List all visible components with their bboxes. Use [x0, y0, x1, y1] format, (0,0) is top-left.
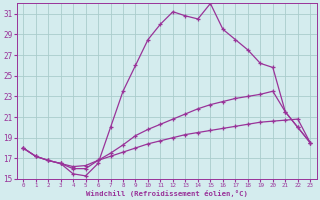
X-axis label: Windchill (Refroidissement éolien,°C): Windchill (Refroidissement éolien,°C) [86, 190, 248, 197]
